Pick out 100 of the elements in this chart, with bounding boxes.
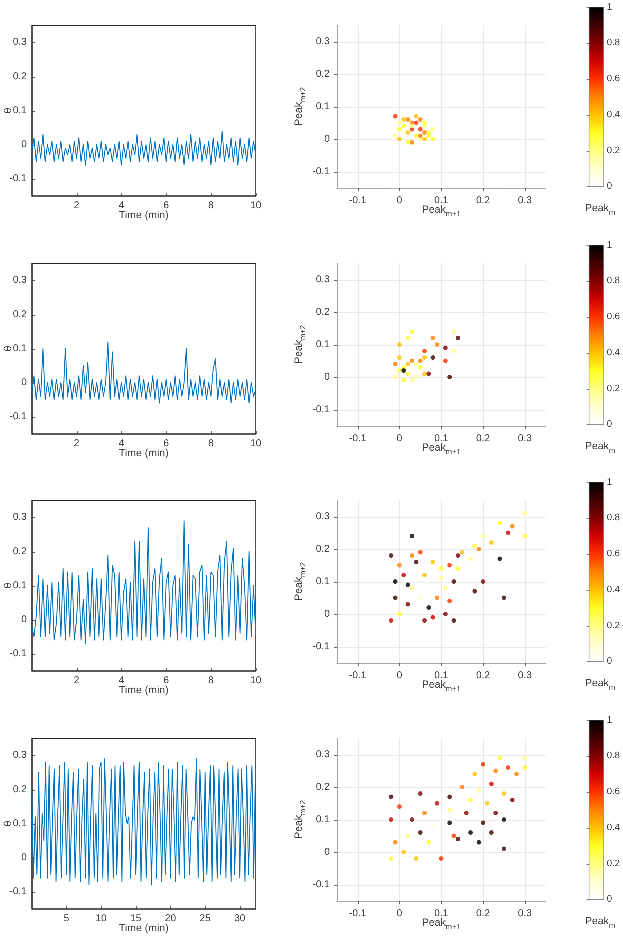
- point: [393, 374, 398, 380]
- point: [393, 114, 398, 119]
- point: [418, 358, 423, 363]
- point: [393, 362, 398, 366]
- color-bar-label: 0.8: [607, 275, 620, 286]
- point: [426, 840, 432, 845]
- point: [426, 606, 432, 610]
- point: [397, 612, 402, 617]
- point: [410, 329, 414, 334]
- x-tick-label: 2: [74, 676, 80, 687]
- point: [502, 596, 506, 601]
- x-axis-title: Time (min): [119, 210, 169, 222]
- point: [389, 856, 394, 862]
- y-tick-label: 0.2: [13, 308, 28, 320]
- x-tick-label: 0: [396, 196, 403, 206]
- point: [393, 134, 398, 138]
- x-tick-label: -0.1: [349, 908, 367, 920]
- point: [406, 118, 410, 122]
- point: [414, 856, 419, 862]
- y-tick-label: -0.1: [10, 411, 28, 422]
- point: [452, 618, 456, 624]
- color-bar-label: 0.4: [607, 822, 620, 834]
- x-tick-label: 4: [118, 438, 125, 450]
- color-bar-label: 1: [607, 2, 612, 13]
- point: [418, 550, 423, 556]
- y-tick-label: 0: [21, 377, 28, 388]
- point: [397, 355, 402, 360]
- y-tick-label: 0.1: [316, 814, 330, 826]
- line-series: [32, 130, 256, 166]
- y-tick-label: -0.1: [312, 642, 330, 653]
- x-axis-title: Time (min): [119, 684, 169, 697]
- y-tick-label: 0.3: [13, 750, 28, 762]
- y-axis-title: θ: [2, 108, 14, 114]
- point: [414, 560, 419, 565]
- point: [443, 586, 448, 591]
- color-bar-label: 0.4: [607, 109, 620, 120]
- point: [422, 371, 428, 376]
- y-tick-label: -0.1: [10, 886, 28, 898]
- point: [393, 580, 398, 584]
- point: [435, 342, 440, 347]
- point: [402, 850, 406, 855]
- point: [414, 120, 419, 126]
- y-axis-title: θ: [2, 583, 14, 590]
- point: [389, 794, 394, 800]
- point: [406, 834, 410, 838]
- x-tick-label: 5: [64, 914, 70, 925]
- point: [448, 794, 452, 800]
- point: [410, 140, 414, 145]
- point: [422, 618, 428, 624]
- y-tick-label: -0.1: [312, 879, 330, 890]
- y-tick-label: 0.2: [316, 68, 330, 80]
- point: [456, 336, 460, 340]
- point: [406, 130, 410, 135]
- x-tick-label: 10: [250, 676, 262, 687]
- point: [410, 124, 414, 128]
- color-bar-label: 0: [607, 181, 612, 192]
- point: [481, 820, 486, 826]
- point: [422, 811, 428, 816]
- point: [426, 134, 432, 138]
- point: [522, 766, 528, 770]
- point: [476, 547, 482, 552]
- point: [481, 762, 486, 767]
- point: [414, 114, 419, 119]
- x-tick-label: 10: [96, 914, 108, 925]
- color-bar-label: 0.2: [607, 145, 620, 156]
- color-bar-label: 0: [607, 418, 612, 430]
- y-tick-label: 0: [324, 609, 330, 620]
- point: [406, 602, 410, 608]
- point: [397, 804, 402, 810]
- point: [418, 596, 423, 601]
- point: [418, 127, 423, 132]
- color-bar-label: 0.4: [607, 584, 620, 596]
- x-tick-label: 0: [396, 908, 403, 920]
- y-tick-label: -0.1: [10, 648, 28, 660]
- color-bar-label: 0: [607, 894, 612, 906]
- point: [410, 358, 414, 363]
- point: [522, 534, 528, 539]
- x-tick-label: 0: [396, 433, 403, 444]
- point: [397, 368, 402, 373]
- point: [502, 846, 506, 852]
- point: [418, 118, 423, 122]
- point: [468, 830, 474, 836]
- color-bar-label: 1: [607, 477, 612, 488]
- x-tick-label: 10: [250, 438, 262, 450]
- point: [397, 120, 402, 126]
- point: [502, 818, 506, 822]
- point: [389, 818, 394, 822]
- point: [452, 348, 456, 354]
- point: [402, 124, 406, 128]
- x-axis-title: Time (min): [119, 447, 169, 460]
- y-tick-label: -0.1: [10, 173, 28, 184]
- point: [410, 534, 414, 539]
- y-tick-label: 0: [21, 614, 28, 626]
- point: [406, 140, 410, 145]
- point: [452, 580, 456, 584]
- point: [510, 798, 515, 803]
- y-tick-label: 0: [324, 134, 330, 145]
- color-bar-label: 0.2: [607, 620, 620, 632]
- x-tick-label: 10: [250, 200, 262, 212]
- x-tick-label: 4: [118, 676, 125, 687]
